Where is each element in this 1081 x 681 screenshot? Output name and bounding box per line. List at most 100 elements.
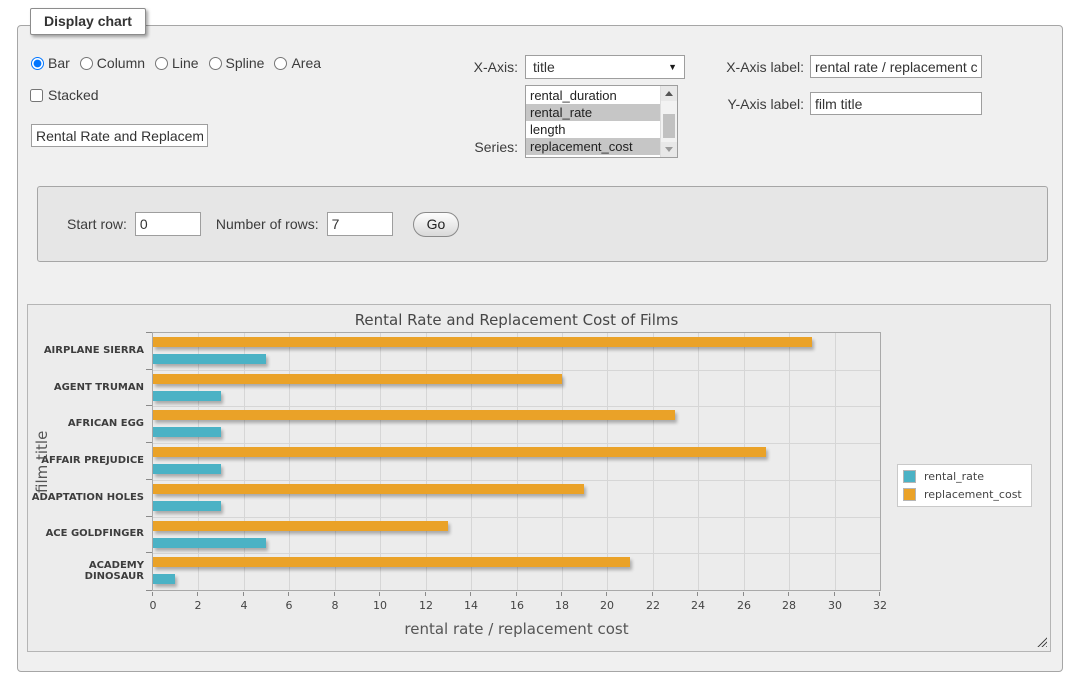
series-option-replacement_cost[interactable]: replacement_cost bbox=[526, 138, 660, 155]
x-tick-mark bbox=[879, 592, 880, 596]
x-tick-label: 20 bbox=[600, 599, 614, 612]
chevron-down-icon: ▼ bbox=[668, 62, 677, 72]
gridline bbox=[153, 553, 880, 554]
series-listbox-label: Series: bbox=[474, 139, 518, 155]
x-axis-title: rental rate / replacement cost bbox=[404, 620, 629, 638]
scroll-down-icon[interactable] bbox=[661, 142, 677, 157]
y-tick-mark bbox=[146, 405, 152, 406]
x-tick-mark bbox=[697, 592, 698, 596]
bar-replacement_cost-african-egg bbox=[153, 410, 675, 420]
scroll-up-icon[interactable] bbox=[661, 86, 677, 101]
bar-replacement_cost-academy-dinosaur bbox=[153, 557, 630, 567]
gridline bbox=[562, 333, 563, 590]
x-tick-label: 28 bbox=[782, 599, 796, 612]
y-tick-mark bbox=[146, 479, 152, 480]
x-tick-label: 4 bbox=[240, 599, 248, 612]
scrollbar-thumb[interactable] bbox=[663, 114, 675, 138]
x-axis-select[interactable]: title ▼ bbox=[525, 55, 685, 79]
listbox-scrollbar[interactable] bbox=[660, 86, 677, 157]
category-label: AFRICAN EGG bbox=[67, 418, 144, 430]
chart-type-radio-bar[interactable] bbox=[31, 56, 44, 70]
x-tick-mark bbox=[197, 592, 198, 596]
x-tick-mark bbox=[288, 592, 289, 596]
legend-item-rental_rate: rental_rate bbox=[903, 470, 1022, 483]
y-tick-mark bbox=[146, 442, 152, 443]
x-tick-mark bbox=[425, 592, 426, 596]
bar-replacement_cost-affair-prejudice bbox=[153, 447, 766, 457]
gridline bbox=[153, 443, 880, 444]
chart-type-radio-group: Bar Column Line Spline Area bbox=[31, 55, 321, 71]
number-of-rows-input[interactable] bbox=[326, 212, 393, 236]
category-label: AGENT TRUMAN bbox=[53, 381, 144, 393]
series-option-rental_rate[interactable]: rental_rate bbox=[526, 104, 660, 121]
legend-item-replacement_cost: replacement_cost bbox=[903, 488, 1022, 501]
plot-area bbox=[152, 332, 881, 591]
y-axis-title: film title bbox=[33, 430, 51, 493]
chart-type-option-area[interactable]: Area bbox=[274, 55, 321, 71]
legend-swatch-rental_rate bbox=[903, 470, 916, 483]
resize-handle-icon[interactable] bbox=[1035, 635, 1047, 647]
bar-replacement_cost-airplane-sierra bbox=[153, 337, 812, 347]
series-option-rental_duration[interactable]: rental_duration bbox=[530, 88, 617, 103]
bar-replacement_cost-ace-goldfinger bbox=[153, 521, 448, 531]
stacked-label: Stacked bbox=[48, 87, 99, 103]
gridline bbox=[335, 333, 336, 590]
category-label: ACE GOLDFINGER bbox=[45, 528, 144, 540]
chart-type-option-spline[interactable]: Spline bbox=[208, 55, 264, 71]
x-axis-label-input[interactable] bbox=[810, 55, 982, 78]
bar-rental_rate-adaptation-holes bbox=[153, 501, 221, 511]
category-label: AIRPLANE SIERRA bbox=[43, 344, 144, 356]
x-tick-mark bbox=[788, 592, 789, 596]
x-tick-label: 30 bbox=[828, 599, 842, 612]
gridline bbox=[607, 333, 608, 590]
legend-swatch-replacement_cost bbox=[903, 488, 916, 501]
chart-type-radio-area[interactable] bbox=[274, 56, 288, 70]
start-row-input[interactable] bbox=[134, 212, 201, 236]
x-tick-mark bbox=[606, 592, 607, 596]
go-button[interactable]: Go bbox=[412, 211, 460, 237]
gridline bbox=[426, 333, 427, 590]
x-tick-label: 26 bbox=[737, 599, 751, 612]
chart-type-option-column[interactable]: Column bbox=[79, 55, 145, 71]
bar-rental_rate-affair-prejudice bbox=[153, 464, 221, 474]
chart-title-input[interactable] bbox=[31, 124, 208, 147]
bar-rental_rate-african-egg bbox=[153, 427, 221, 437]
chart-type-radio-spline[interactable] bbox=[208, 56, 222, 70]
bar-rental_rate-airplane-sierra bbox=[153, 354, 266, 364]
x-tick-label: 14 bbox=[464, 599, 478, 612]
x-axis-label-caption: X-Axis label: bbox=[726, 59, 804, 75]
gridline bbox=[653, 333, 654, 590]
x-tick-label: 0 bbox=[149, 599, 157, 612]
x-tick-label: 22 bbox=[646, 599, 660, 612]
chart-container: Rental Rate and Replacement Cost of Film… bbox=[27, 304, 1051, 652]
display-chart-panel: Display chart Bar Column Line Spline Area St… bbox=[17, 8, 1063, 672]
gridline bbox=[744, 333, 745, 590]
series-listbox[interactable]: rental_duration rental_rate length replacem… bbox=[525, 85, 678, 158]
y-axis-label-caption: Y-Axis label: bbox=[727, 96, 804, 112]
category-label: AFFAIR PREJUDICE bbox=[41, 454, 144, 466]
series-option-length[interactable]: length bbox=[530, 122, 566, 137]
gridline bbox=[153, 406, 880, 407]
x-axis-selected-value: title bbox=[533, 59, 555, 75]
stacked-checkbox-row[interactable]: Stacked bbox=[30, 87, 99, 103]
x-tick-label: 8 bbox=[331, 599, 339, 612]
x-tick-mark bbox=[243, 592, 244, 596]
chart-type-option-line[interactable]: Line bbox=[155, 55, 199, 71]
bar-rental_rate-agent-truman bbox=[153, 391, 221, 401]
y-axis-label-input[interactable] bbox=[810, 92, 982, 115]
chart-type-option-bar[interactable]: Bar bbox=[31, 55, 70, 71]
x-tick-label: 32 bbox=[873, 599, 887, 612]
x-tick-mark bbox=[561, 592, 562, 596]
stacked-checkbox[interactable] bbox=[30, 88, 43, 102]
x-tick-mark bbox=[152, 592, 153, 596]
y-tick-mark bbox=[146, 590, 152, 591]
x-tick-mark bbox=[834, 592, 835, 596]
gridline bbox=[153, 517, 880, 518]
row-range-panel: Start row: Number of rows: Go bbox=[37, 186, 1048, 262]
gridline bbox=[517, 333, 518, 590]
chart-type-label: Line bbox=[172, 55, 199, 71]
chart-type-radio-line[interactable] bbox=[155, 56, 169, 70]
chart-type-radio-column[interactable] bbox=[79, 56, 93, 70]
chart-legend: rental_rate replacement_cost bbox=[897, 464, 1032, 507]
x-tick-label: 6 bbox=[285, 599, 293, 612]
